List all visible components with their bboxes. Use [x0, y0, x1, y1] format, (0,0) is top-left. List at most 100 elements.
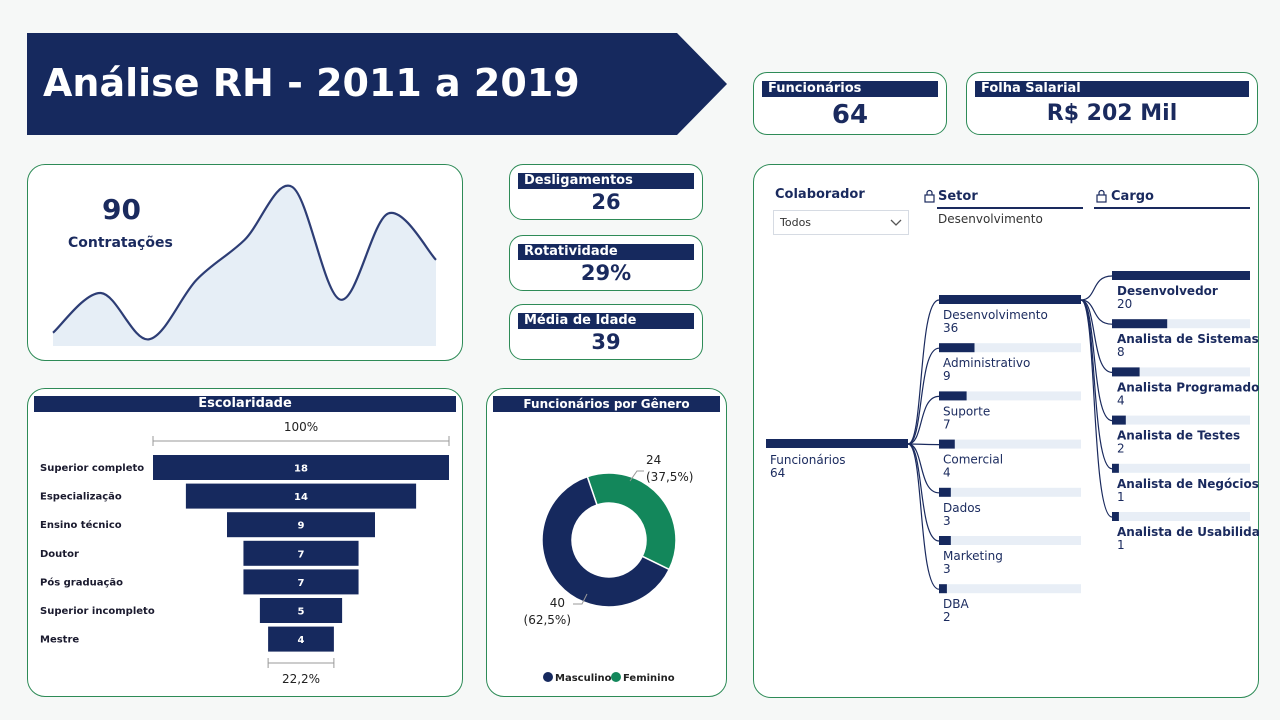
tree-level1-track — [939, 439, 1081, 449]
tree-level1-bar — [939, 487, 951, 497]
tree-level2-track — [1112, 463, 1250, 473]
funnel-bar-value: 7 — [298, 578, 305, 589]
tree-level1-value: 36 — [943, 321, 958, 335]
funnel-bar-value: 5 — [298, 607, 305, 618]
funnel-bar-value: 18 — [294, 464, 308, 475]
tree-level1-label: DBA — [943, 597, 969, 611]
tree-level1-bar — [939, 391, 967, 401]
tree-level1-label: Comercial — [943, 453, 1003, 467]
tree-level1-bar — [939, 584, 947, 594]
funnel-bar-value: 7 — [298, 549, 305, 560]
tree-level1-bar — [939, 439, 955, 449]
funnel-bar — [259, 598, 343, 623]
education-title: Escolaridade — [34, 396, 456, 412]
tree-level2-value: 1 — [1117, 538, 1125, 552]
tree-level2-track — [1112, 319, 1250, 329]
area-fill — [53, 185, 436, 346]
legend-female-label: Feminino — [623, 673, 675, 684]
tree-level1-bar — [939, 536, 951, 545]
tree-level1-bar — [939, 343, 975, 353]
tree-level2-label: Analista de Negócios — [1117, 477, 1259, 491]
donut-slice-male — [541, 475, 671, 608]
kpi-card-funcionarios: Funcionários 64 — [753, 72, 947, 135]
tree-level2-value: 1 — [1117, 490, 1125, 504]
tree-level2-track — [1112, 415, 1250, 425]
donut-slice-female — [586, 472, 677, 571]
funnel-category-label: Doutor — [40, 549, 79, 560]
kpi-value: 26 — [591, 190, 621, 214]
tree-level1-value: 2 — [943, 610, 951, 624]
tree-level1-track — [939, 391, 1081, 401]
tree-level2-track — [1112, 512, 1250, 521]
tree-link — [1080, 299, 1113, 518]
tree-level2-value: 20 — [1117, 297, 1132, 311]
tree-level2-value: 2 — [1117, 442, 1125, 456]
tree-level2-bar — [1112, 463, 1119, 473]
tree-link — [907, 443, 940, 446]
education-funnel-chart: 100% 22,2% 18 Superior completo 14 Especial… — [40, 420, 450, 686]
tree-link — [907, 443, 940, 590]
legend-male-label: Masculino — [555, 673, 612, 684]
hires-card: 90 Contratações — [27, 164, 463, 361]
tree-level1-label: Desenvolvimento — [943, 308, 1048, 322]
page-title: Análise RH - 2011 a 2019 — [43, 61, 580, 105]
tree-level2-label: Desenvolvedor — [1117, 284, 1218, 298]
kpi-value: 64 — [831, 100, 869, 130]
funnel-bar — [243, 569, 359, 595]
hires-area-chart — [52, 184, 437, 346]
hires-label: Contratações — [68, 235, 173, 251]
setor-underline — [937, 207, 1083, 209]
setor-value: Desenvolvimento — [938, 212, 1043, 226]
funnel-category-label: Mestre — [40, 635, 79, 646]
tree-level1-track — [939, 584, 1081, 594]
funnel-bar — [153, 455, 449, 480]
tree-level2-bar — [1112, 367, 1140, 377]
tree-level1-label: Dados — [943, 501, 981, 515]
setor-label: Setor — [938, 189, 978, 204]
female-pct-label: (37,5%) — [646, 470, 693, 484]
kpi-card-rotatividade: Rotatividade 29% — [509, 235, 703, 291]
tree-level1-track — [939, 487, 1081, 497]
kpi-value: 29% — [580, 261, 632, 285]
tree-level1-value: 7 — [943, 417, 951, 431]
funnel-top-pct: 100% — [284, 420, 318, 434]
funnel-bar-value: 9 — [298, 521, 305, 532]
tree-link — [907, 443, 940, 494]
tree-level2-value: 8 — [1117, 345, 1125, 359]
male-leader-line — [573, 593, 588, 605]
decomposition-card: Colaborador Todos Setor Desenvolvimento … — [753, 164, 1260, 698]
tree-level2-label: Analista Programador — [1117, 380, 1260, 394]
tree-level2-bar — [1112, 319, 1168, 329]
colaborador-label: Colaborador — [775, 187, 865, 202]
chevron-down-icon — [890, 219, 902, 226]
hires-value: 90 — [102, 193, 141, 226]
funnel-category-label: Superior incompleto — [40, 606, 155, 617]
tree-level2-bar — [1112, 415, 1126, 425]
funnel-category-label: Especialização — [40, 492, 122, 503]
female-value-label: 24 — [646, 453, 661, 467]
tree-level1-track — [939, 343, 1081, 353]
funnel-bar — [227, 512, 375, 538]
funnel-bar — [185, 483, 417, 509]
funnel-bar — [243, 540, 359, 566]
female-leader-line — [629, 470, 644, 482]
funnel-bar — [268, 626, 334, 652]
colaborador-select[interactable]: Todos — [773, 210, 909, 235]
legend-female-dot — [611, 672, 621, 682]
kpi-title: Funcionários — [762, 81, 938, 97]
education-card: Escolaridade 100% 22,2% 18 Superior compl… — [27, 388, 463, 697]
kpi-title: Desligamentos — [518, 173, 694, 189]
tree-link — [907, 299, 940, 445]
gender-title: Funcionários por Gênero — [493, 396, 720, 412]
legend-male-dot — [543, 672, 553, 682]
funnel-category-label: Pós graduação — [40, 576, 123, 588]
tree-level2-bar — [1112, 271, 1250, 280]
tree-root-bar — [766, 439, 908, 448]
tree-level1-label: Administrativo — [943, 356, 1030, 370]
colaborador-select-value: Todos — [780, 216, 812, 229]
tree-link — [1080, 299, 1113, 373]
tree-link — [907, 395, 940, 445]
tree-root-label: Funcionários — [770, 453, 846, 467]
funnel-category-label: Superior completo — [40, 463, 144, 474]
tree-level2-bar — [1112, 512, 1119, 521]
